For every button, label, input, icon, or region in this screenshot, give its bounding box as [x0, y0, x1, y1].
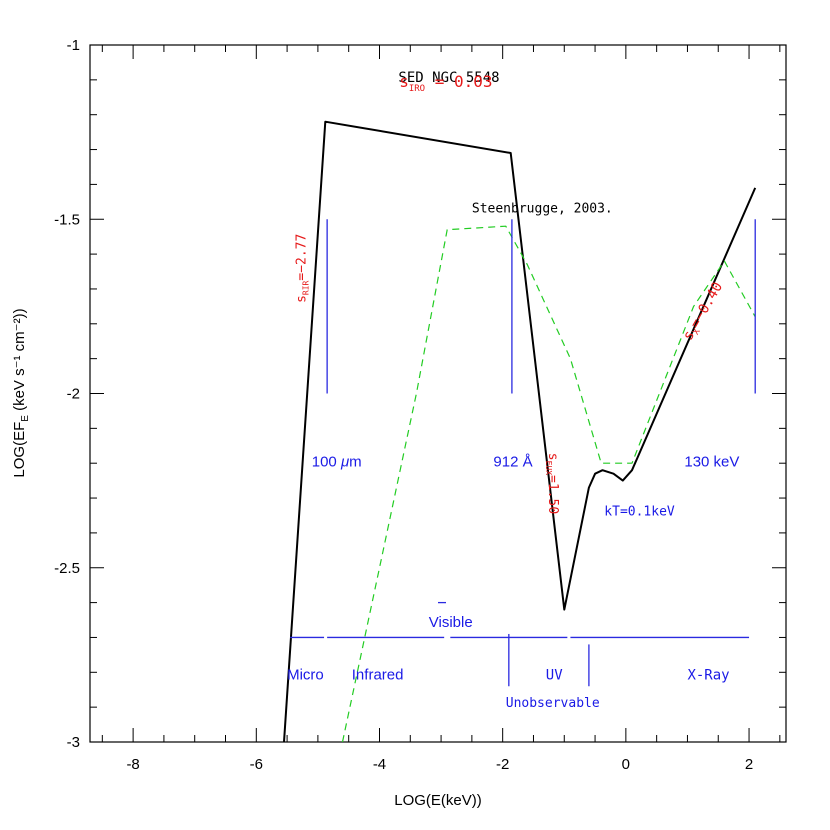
x-axis-label: LOG(E(keV)) [394, 792, 482, 809]
x-tick-label: -6 [250, 756, 263, 773]
label-100um: 100 μm [312, 454, 362, 471]
y-tick-label: -1 [67, 37, 80, 54]
s-iro-sub: IRO [409, 84, 425, 94]
s-eux-rest: =1.50 [545, 475, 560, 514]
s-rir-sym: s [295, 295, 310, 303]
label-xray: X-Ray [687, 667, 729, 683]
label-100um-mu: μ [340, 454, 349, 471]
label-130kev: 130 keV [684, 454, 739, 471]
s-eux-sub: EUX [544, 461, 553, 476]
s-rir-rest: =−2.77 [295, 234, 310, 281]
s-rir-sub: RIR [302, 280, 311, 295]
s-x-sub: X [691, 327, 703, 337]
y-tick-label: -1.5 [54, 211, 80, 228]
chart-title: SED NGC 5548 [398, 70, 499, 86]
y-tick-label: -2.5 [54, 560, 80, 577]
x-tick-label: 0 [622, 756, 630, 773]
y-tick-label: -2 [67, 386, 80, 403]
y-ticks: -3 -2.5 -2 -1.5 -1 [54, 37, 786, 751]
y-tick-label: -3 [67, 734, 80, 751]
label-912a: 912 Å [493, 454, 532, 471]
label-100um-unit: m [349, 454, 362, 471]
steenbrugge-label: Steenbrugge, 2003. [472, 201, 613, 216]
s-eux-sym: s [545, 453, 560, 461]
x-tick-label: -2 [496, 756, 509, 773]
s-eux-label: sEUX=1.50 [544, 453, 560, 514]
s-iro-rest: = 0.03 [425, 72, 492, 91]
vline-group [326, 219, 756, 394]
series-line-model [283, 120, 757, 742]
y-axis-label: LOG(EFE (keV s⁻¹ cm⁻²)) [11, 308, 31, 477]
y-axis-label-main: LOG(EF [11, 422, 28, 478]
s-rir-label: sRIR=−2.77 [295, 234, 311, 303]
x-tick-label: -4 [373, 756, 386, 773]
label-unobservable: Unobservable [506, 696, 600, 711]
s-iro-sym: s [399, 72, 409, 91]
series-line-steenbrugge [341, 225, 756, 742]
s-x-label: sX=−0.40 [680, 279, 728, 344]
label-infrared: Infrared [352, 666, 404, 683]
x-tick-label: 2 [745, 756, 753, 773]
label-uv: UV [546, 667, 563, 683]
y-axis-label-tail: (keV s⁻¹ cm⁻²)) [11, 308, 28, 415]
s-iro-label: sIRO = 0.03 [399, 72, 492, 94]
series-group [283, 120, 757, 742]
x-tick-label: -8 [126, 756, 139, 773]
label-100um-prefix: 100 [312, 454, 341, 471]
kt-label: kT=0.1keV [604, 504, 675, 519]
label-micro: Micro [287, 666, 324, 683]
label-visible: Visible [429, 614, 473, 631]
y-axis-label-sub: E [20, 415, 31, 422]
band-group [290, 601, 750, 687]
x-ticks: -8 -6 -4 -2 0 2 [101, 45, 781, 773]
